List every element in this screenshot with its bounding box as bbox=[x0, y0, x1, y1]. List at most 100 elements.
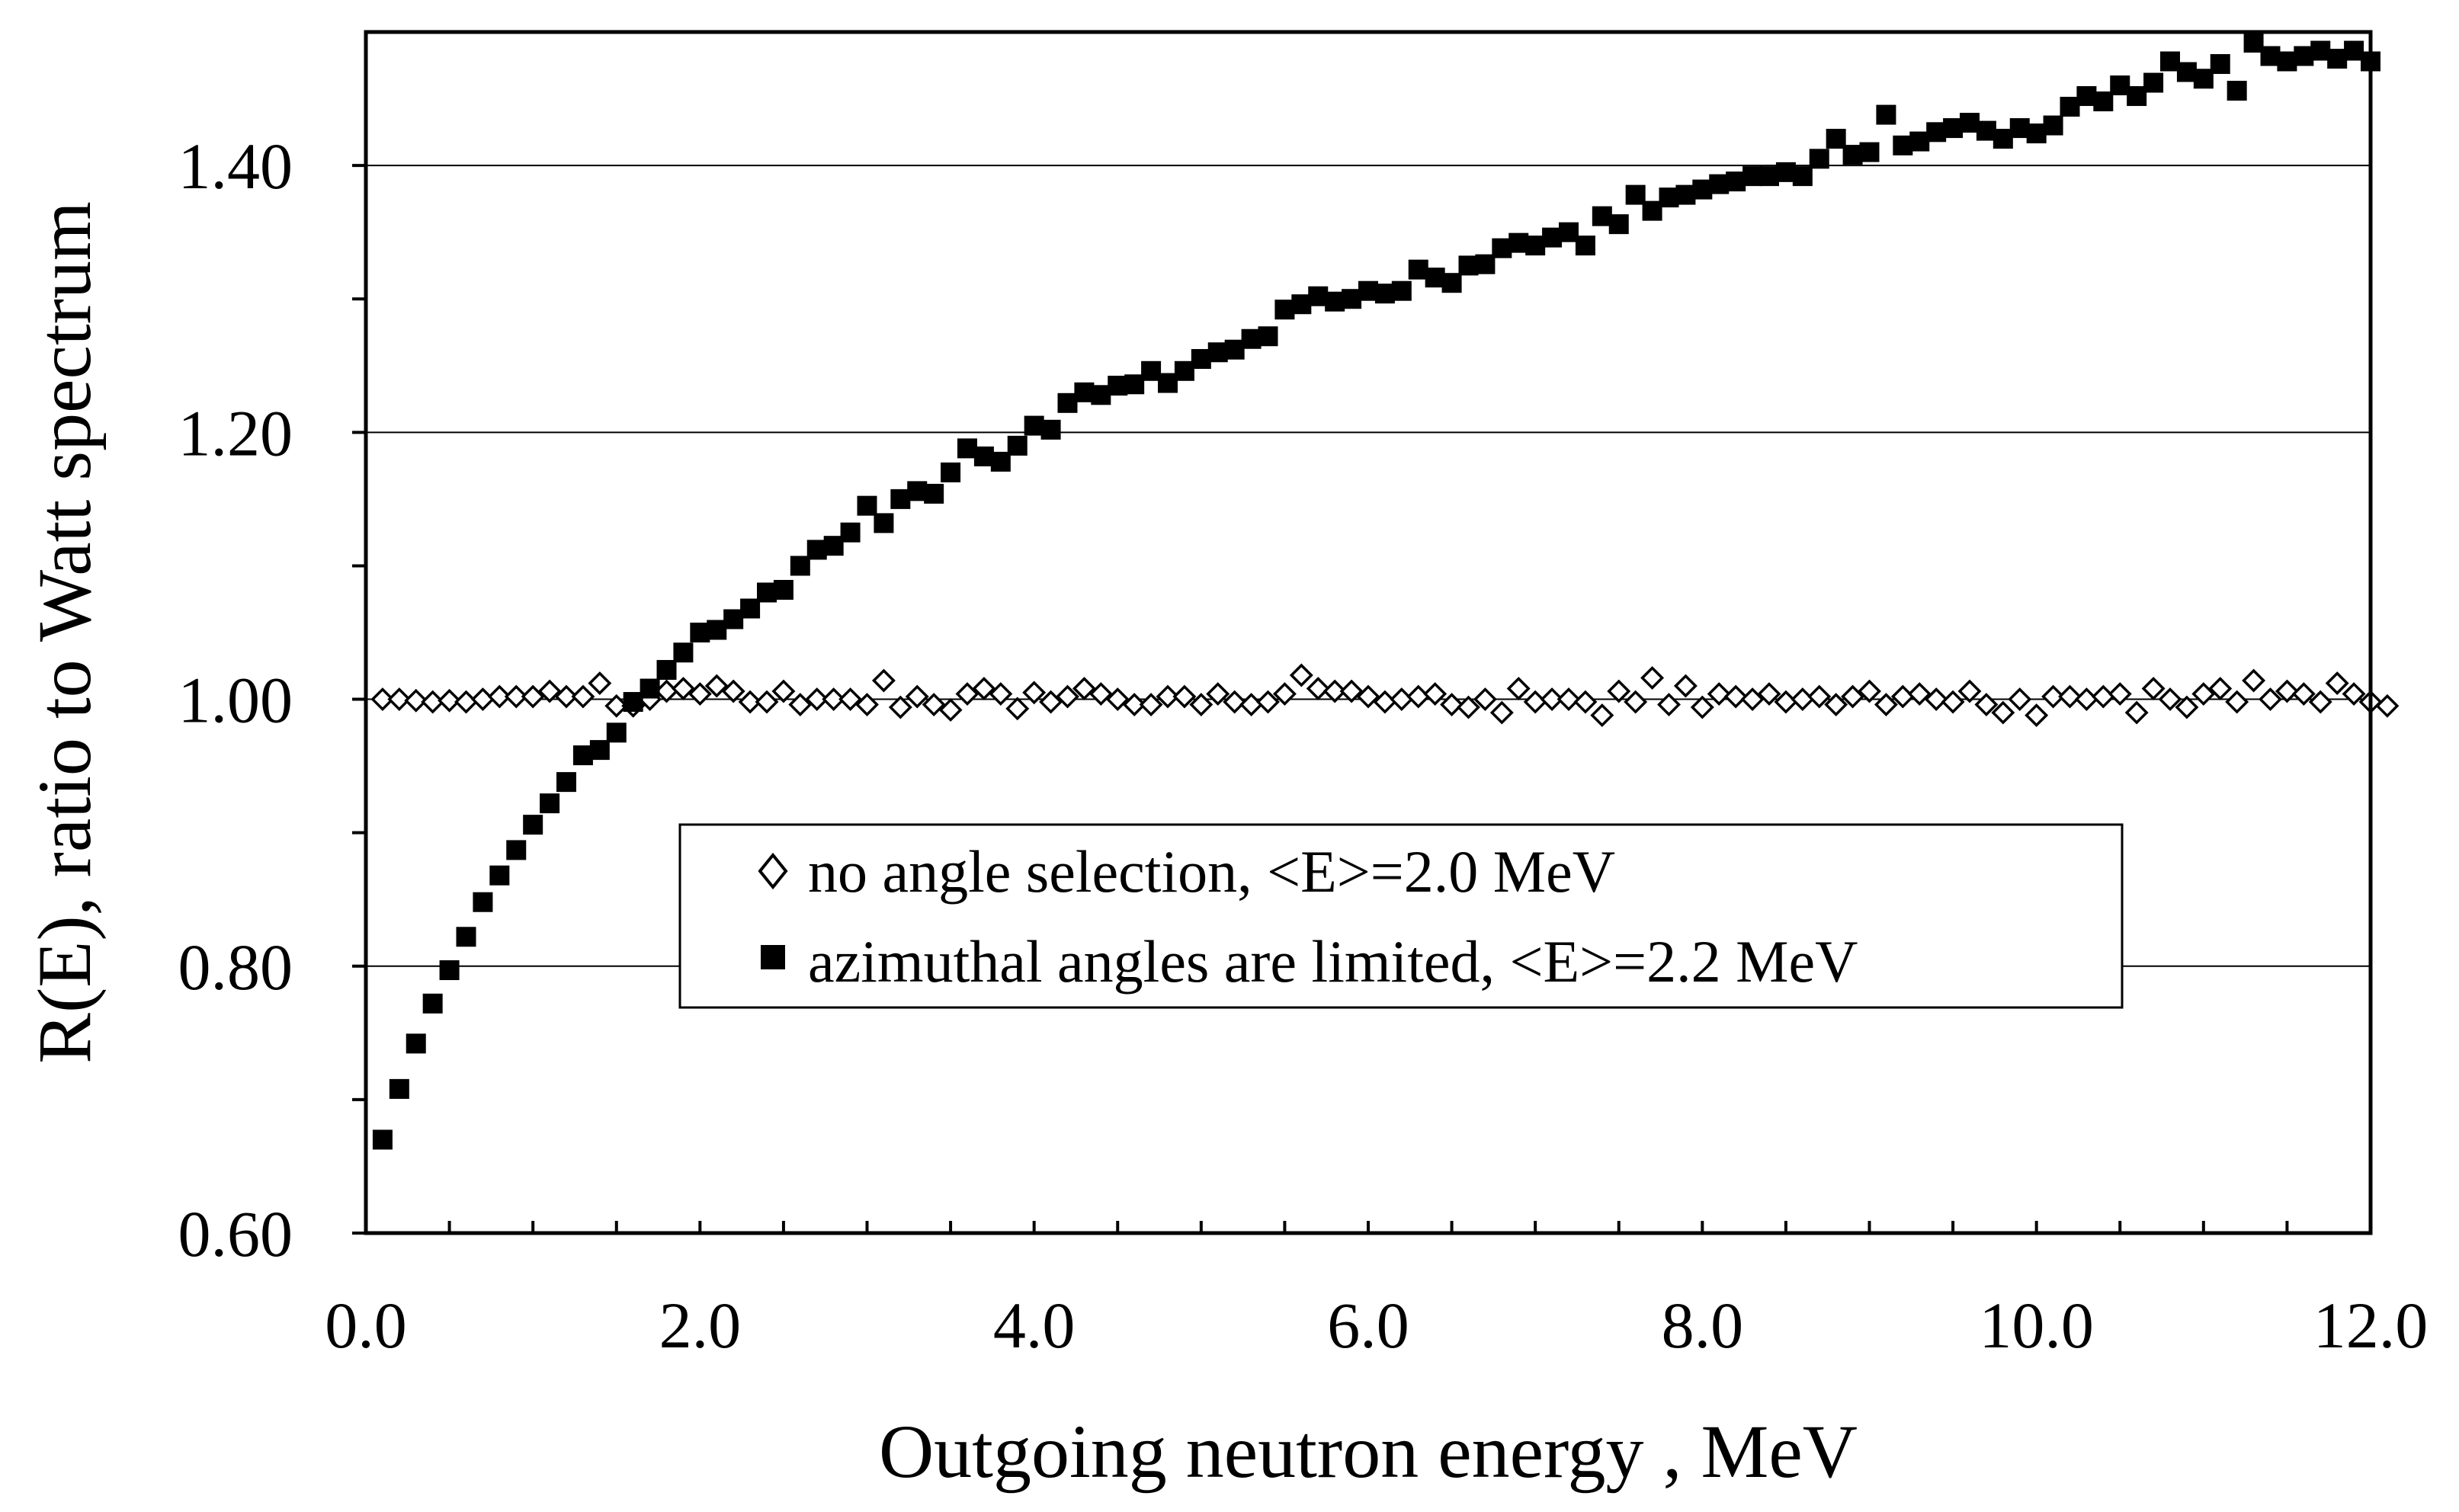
data-point-square bbox=[1425, 267, 1445, 288]
x-tick-label: 4.0 bbox=[993, 1289, 1076, 1362]
data-point-diamond bbox=[1206, 682, 1230, 706]
data-point-diamond bbox=[805, 687, 829, 712]
x-tick-label: 10.0 bbox=[1979, 1289, 2094, 1362]
data-point-square bbox=[1842, 145, 1863, 165]
series-no-angle-selection bbox=[370, 663, 2400, 728]
data-point-diamond bbox=[2141, 677, 2166, 701]
data-point-diamond bbox=[1607, 679, 1631, 703]
data-point-square bbox=[556, 772, 576, 793]
data-point-diamond bbox=[738, 690, 762, 714]
data-point-diamond bbox=[370, 687, 395, 712]
legend-box bbox=[678, 823, 2124, 1009]
data-point-square bbox=[1692, 179, 1713, 200]
data-point-diamond bbox=[1356, 684, 1380, 709]
data-point-diamond bbox=[1707, 682, 1731, 706]
data-point-diamond bbox=[704, 674, 729, 698]
data-point-diamond bbox=[822, 687, 846, 712]
data-point-diamond bbox=[1322, 679, 1347, 703]
data-point-diamond bbox=[554, 684, 579, 709]
data-point-diamond bbox=[1991, 700, 2015, 725]
data-point-square bbox=[907, 481, 928, 501]
data-point-square bbox=[1007, 435, 1028, 456]
data-point-diamond bbox=[1039, 690, 1063, 714]
data-point-diamond bbox=[871, 668, 896, 693]
data-point-diamond bbox=[1740, 687, 1765, 712]
data-point-square bbox=[1158, 373, 1178, 393]
data-point-diamond bbox=[2342, 682, 2366, 706]
data-point-diamond bbox=[2041, 684, 2066, 709]
data-point-diamond bbox=[387, 687, 412, 712]
data-point-diamond bbox=[1189, 693, 1213, 717]
data-point-diamond bbox=[1657, 693, 1681, 717]
x-tick-label: 0.0 bbox=[325, 1289, 407, 1362]
data-point-diamond bbox=[1122, 693, 1146, 717]
data-point-square bbox=[589, 740, 610, 761]
data-point-diamond bbox=[1423, 682, 1448, 706]
data-point-square bbox=[990, 451, 1011, 472]
data-point-square bbox=[2160, 51, 2180, 72]
data-point-square bbox=[1709, 174, 1730, 194]
data-point-square bbox=[740, 598, 761, 619]
data-point-square bbox=[2327, 49, 2348, 69]
data-point-diamond bbox=[504, 684, 528, 709]
data-point-square bbox=[1024, 415, 1044, 436]
data-point-diamond bbox=[1557, 687, 1581, 712]
data-point-diamond bbox=[2108, 682, 2132, 706]
data-point-diamond bbox=[855, 693, 879, 717]
data-point-square bbox=[1091, 385, 1111, 405]
data-point-square bbox=[489, 865, 510, 886]
data-point-diamond bbox=[771, 679, 796, 703]
data-point-square bbox=[757, 582, 777, 603]
data-point-square bbox=[941, 462, 961, 482]
data-point-diamond bbox=[1974, 693, 1999, 717]
data-point-square bbox=[2294, 46, 2314, 66]
data-point-diamond bbox=[1022, 681, 1047, 705]
data-point-square bbox=[1659, 187, 1679, 208]
data-point-square bbox=[1792, 166, 1813, 187]
data-point-square bbox=[1358, 280, 1378, 301]
data-point-diamond bbox=[1573, 690, 1598, 714]
data-point-diamond bbox=[1540, 687, 1564, 712]
data-point-diamond bbox=[2308, 690, 2332, 714]
data-point-square bbox=[2277, 51, 2297, 72]
data-point-square bbox=[1374, 284, 1395, 304]
data-point-diamond bbox=[1489, 700, 1514, 725]
data-point-square bbox=[1960, 113, 1980, 133]
data-point-diamond bbox=[588, 671, 612, 696]
data-point-square bbox=[656, 660, 677, 681]
legend-label-no-angle: no angle selection, <E>=2.0 MeV bbox=[808, 838, 1615, 905]
legend-label-azimuthal: azimuthal angles are limited, <E>=2.2 Me… bbox=[808, 928, 1858, 995]
data-point-diamond bbox=[1457, 695, 1480, 719]
data-point-square bbox=[540, 793, 560, 814]
data-point-square bbox=[456, 927, 476, 947]
data-point-diamond bbox=[2225, 690, 2249, 714]
data-point-square bbox=[1241, 328, 1262, 349]
data-point-square bbox=[1675, 184, 1696, 205]
data-point-diamond bbox=[838, 687, 863, 712]
data-point-square bbox=[1492, 238, 1512, 258]
data-point-square bbox=[1508, 232, 1529, 253]
data-point-square bbox=[1642, 200, 1662, 221]
data-point-square bbox=[2193, 69, 2214, 89]
data-point-diamond bbox=[1272, 682, 1297, 706]
data-point-diamond bbox=[2291, 682, 2316, 706]
data-point-square bbox=[2043, 115, 2063, 136]
data-point-square bbox=[973, 446, 994, 466]
data-point-diamond bbox=[421, 690, 445, 714]
x-tick-label: 12.0 bbox=[2313, 1289, 2429, 1362]
legend-diamond-marker bbox=[758, 852, 788, 890]
data-point-square bbox=[2093, 91, 2114, 112]
data-point-square bbox=[673, 642, 694, 663]
data-point-square bbox=[2143, 72, 2164, 93]
data-point-diamond bbox=[1757, 682, 1781, 706]
data-point-square bbox=[2026, 123, 2047, 144]
data-point-square bbox=[1124, 374, 1145, 395]
legend-square-marker bbox=[761, 945, 785, 969]
data-point-diamond bbox=[688, 682, 712, 706]
data-point-square bbox=[1759, 166, 1779, 187]
data-point-square bbox=[1608, 214, 1629, 235]
data-point-square bbox=[2210, 54, 2230, 75]
data-point-square bbox=[1408, 259, 1428, 280]
